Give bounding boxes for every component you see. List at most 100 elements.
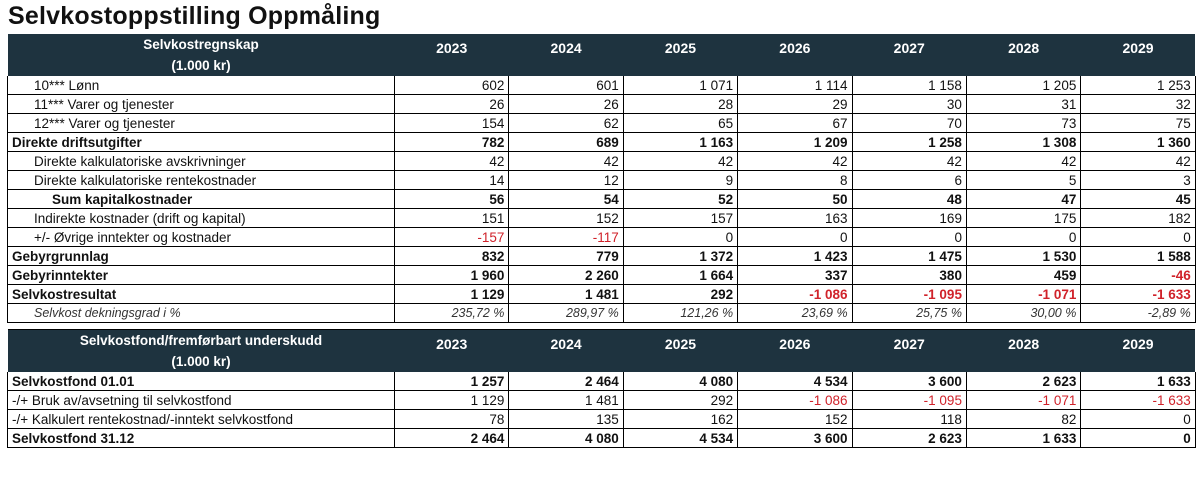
value-cell: 2 260 xyxy=(508,265,624,285)
value-cell: -117 xyxy=(508,227,624,247)
row-label: Indirekte kostnader (drift og kapital) xyxy=(7,208,395,228)
value-cell: 1 209 xyxy=(737,132,853,152)
value-cell: 3 600 xyxy=(852,372,967,391)
row-label: Sum kapitalkostnader xyxy=(7,189,395,209)
value-cell: 832 xyxy=(394,246,510,266)
row-label: 11*** Varer og tjenester xyxy=(7,94,395,114)
row-label: +/- Øvrige inntekter og kostnader xyxy=(7,227,395,247)
year-header: 2027 xyxy=(852,34,967,76)
value-cell: 26 xyxy=(508,94,624,114)
value-cell: -1 086 xyxy=(737,390,853,410)
value-cell: 1 163 xyxy=(623,132,739,152)
year-header: 2025 xyxy=(623,329,738,372)
value-cell: 42 xyxy=(1080,151,1196,171)
value-cell: 1 372 xyxy=(623,246,739,266)
value-cell: 42 xyxy=(737,151,853,171)
row-label: Selvkostfond 31.12 xyxy=(7,428,395,448)
value-cell: 601 xyxy=(508,76,624,95)
value-cell: 65 xyxy=(623,113,739,133)
value-cell: 162 xyxy=(623,409,739,429)
value-cell: 1 633 xyxy=(966,428,1082,448)
table-row: Sum kapitalkostnader 56 54 52 50 48 47 45 xyxy=(7,189,1196,209)
table1-header-row-2: (1.000 kr) xyxy=(7,55,1196,76)
value-cell: 5 xyxy=(966,170,1082,190)
table-row: Indirekte kostnader (drift og kapital) 15… xyxy=(7,208,1196,228)
row-label: Direkte kalkulatoriske rentekostnader xyxy=(7,170,395,190)
value-cell: 62 xyxy=(508,113,624,133)
value-cell: 1 253 xyxy=(1080,76,1196,95)
value-cell: 1 158 xyxy=(852,76,967,95)
table-row: Direkte kalkulatoriske rentekostnader 14 1… xyxy=(7,170,1196,190)
value-cell: 30,00 % xyxy=(966,303,1082,323)
row-label: -/+ Kalkulert rentekostnad/-inntekt selv… xyxy=(7,409,395,429)
row-label: 10*** Lønn xyxy=(7,76,395,95)
table-row: Selvkostfond 01.01 1 257 2 464 4 080 4 534 3 … xyxy=(7,372,1196,391)
value-cell: 0 xyxy=(852,227,967,247)
value-cell: 67 xyxy=(737,113,853,133)
value-cell: 0 xyxy=(1080,227,1196,247)
spacer-row xyxy=(7,322,1196,330)
header-unit: (1.000 kr) xyxy=(7,351,395,372)
value-cell: 151 xyxy=(394,208,510,228)
value-cell: 78 xyxy=(394,409,510,429)
value-cell: 1 257 xyxy=(394,372,510,391)
year-header: 2024 xyxy=(508,329,624,372)
value-cell: 48 xyxy=(852,189,967,209)
table-row: 10*** Lønn 602 601 1 071 1 114 1 158 1 205 1 25… xyxy=(7,76,1196,95)
header-label: Selvkostfond/fremførbart underskudd xyxy=(7,329,395,351)
value-cell: 152 xyxy=(737,409,853,429)
value-cell: 54 xyxy=(508,189,624,209)
value-cell: 29 xyxy=(737,94,853,114)
value-cell: 0 xyxy=(1080,428,1196,448)
value-cell: 175 xyxy=(966,208,1082,228)
value-cell: 26 xyxy=(394,94,510,114)
table-row: Direkte driftsutgifter 782 689 1 163 1 209 1 … xyxy=(7,132,1196,152)
value-cell: -2,89 % xyxy=(1080,303,1196,323)
row-label: Selvkost dekningsgrad i % xyxy=(7,303,395,323)
value-cell: 1 071 xyxy=(623,76,739,95)
value-cell: 169 xyxy=(852,208,967,228)
value-cell: 118 xyxy=(852,409,967,429)
value-cell: 12 xyxy=(508,170,624,190)
year-header: 2028 xyxy=(966,34,1081,76)
value-cell: 289,97 % xyxy=(508,303,624,323)
value-cell: 157 xyxy=(623,208,739,228)
row-label: Direkte driftsutgifter xyxy=(7,132,395,152)
value-cell: -1 633 xyxy=(1080,390,1196,410)
value-cell: 292 xyxy=(623,390,739,410)
value-cell: 4 534 xyxy=(737,372,853,391)
value-cell: 1 129 xyxy=(394,390,510,410)
value-cell: 28 xyxy=(623,94,739,114)
value-cell: 4 080 xyxy=(508,428,624,448)
value-cell: 337 xyxy=(737,265,853,285)
value-cell: 0 xyxy=(623,227,739,247)
value-cell: 0 xyxy=(737,227,853,247)
value-cell: 4 080 xyxy=(623,372,739,391)
value-cell: 4 534 xyxy=(623,428,739,448)
year-header: 2024 xyxy=(508,34,624,76)
value-cell: 1 475 xyxy=(852,246,967,266)
value-cell: 689 xyxy=(508,132,624,152)
value-cell: -1 086 xyxy=(737,284,853,304)
value-cell: 42 xyxy=(852,151,967,171)
value-cell: 2 464 xyxy=(394,428,510,448)
year-header: 2026 xyxy=(737,34,853,76)
value-cell: 0 xyxy=(966,227,1082,247)
value-cell: 42 xyxy=(623,151,739,171)
year-header: 2029 xyxy=(1080,34,1196,76)
value-cell: 152 xyxy=(508,208,624,228)
value-cell: -1 095 xyxy=(852,284,967,304)
table1-header-row: Selvkostregnskap 2023 2024 2025 2026 2027 2028… xyxy=(7,34,1196,76)
value-cell: 292 xyxy=(623,284,739,304)
value-cell: 380 xyxy=(852,265,967,285)
year-header: 2023 xyxy=(394,329,509,372)
value-cell: 42 xyxy=(966,151,1082,171)
value-cell: 47 xyxy=(966,189,1082,209)
value-cell: 1 481 xyxy=(508,284,624,304)
table-row: Direkte kalkulatoriske avskrivninger 42 42… xyxy=(7,151,1196,171)
value-cell: 1 423 xyxy=(737,246,853,266)
value-cell: 1 205 xyxy=(966,76,1082,95)
value-cell: 9 xyxy=(623,170,739,190)
table-row: +/- Øvrige inntekter og kostnader -157 -11… xyxy=(7,227,1196,247)
value-cell: -157 xyxy=(394,227,510,247)
